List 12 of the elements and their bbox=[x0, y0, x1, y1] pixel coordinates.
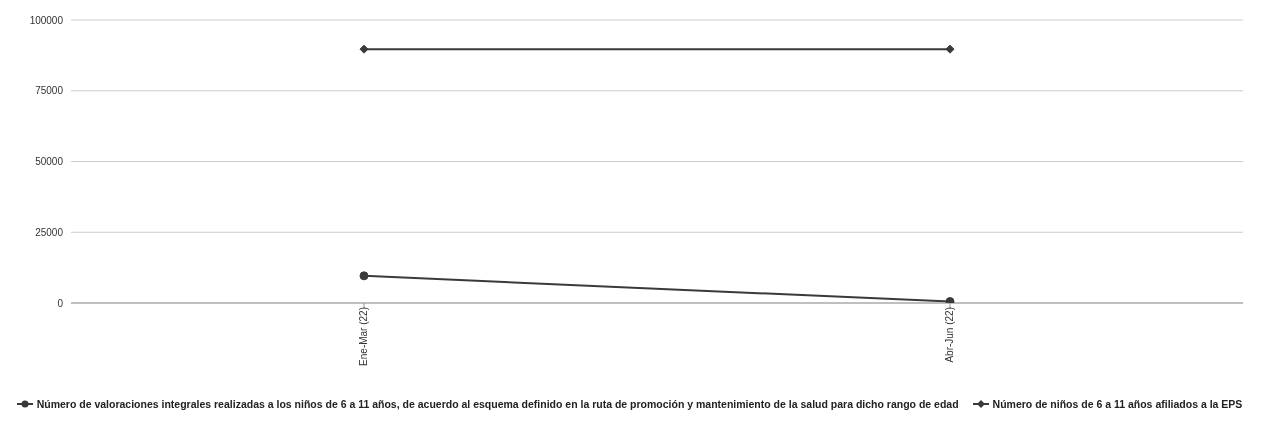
y-tick-label: 100000 bbox=[29, 14, 64, 26]
legend-label: Número de valoraciones integrales realizadas a los niños de 6 a 11 años, de acuerdo al esquema definido en la ruta de promoción y mantenimiento de la salud para dicho rango de edad bbox=[36, 398, 959, 410]
legend-label: Número de niños de 6 a 11 años afiliados a la EPS bbox=[992, 398, 1243, 410]
y-tick-label: 25000 bbox=[35, 226, 64, 238]
point bbox=[945, 44, 955, 54]
y-tick-label: 75000 bbox=[35, 85, 64, 97]
y-tick-label: 0 bbox=[57, 297, 64, 309]
point bbox=[359, 271, 369, 281]
x-tick-label: Ene-Mar (22) bbox=[358, 307, 370, 366]
y-tick-label: 50000 bbox=[35, 156, 64, 168]
point bbox=[359, 44, 369, 54]
x-tick-label: Abr-Jun (22) bbox=[944, 307, 956, 363]
